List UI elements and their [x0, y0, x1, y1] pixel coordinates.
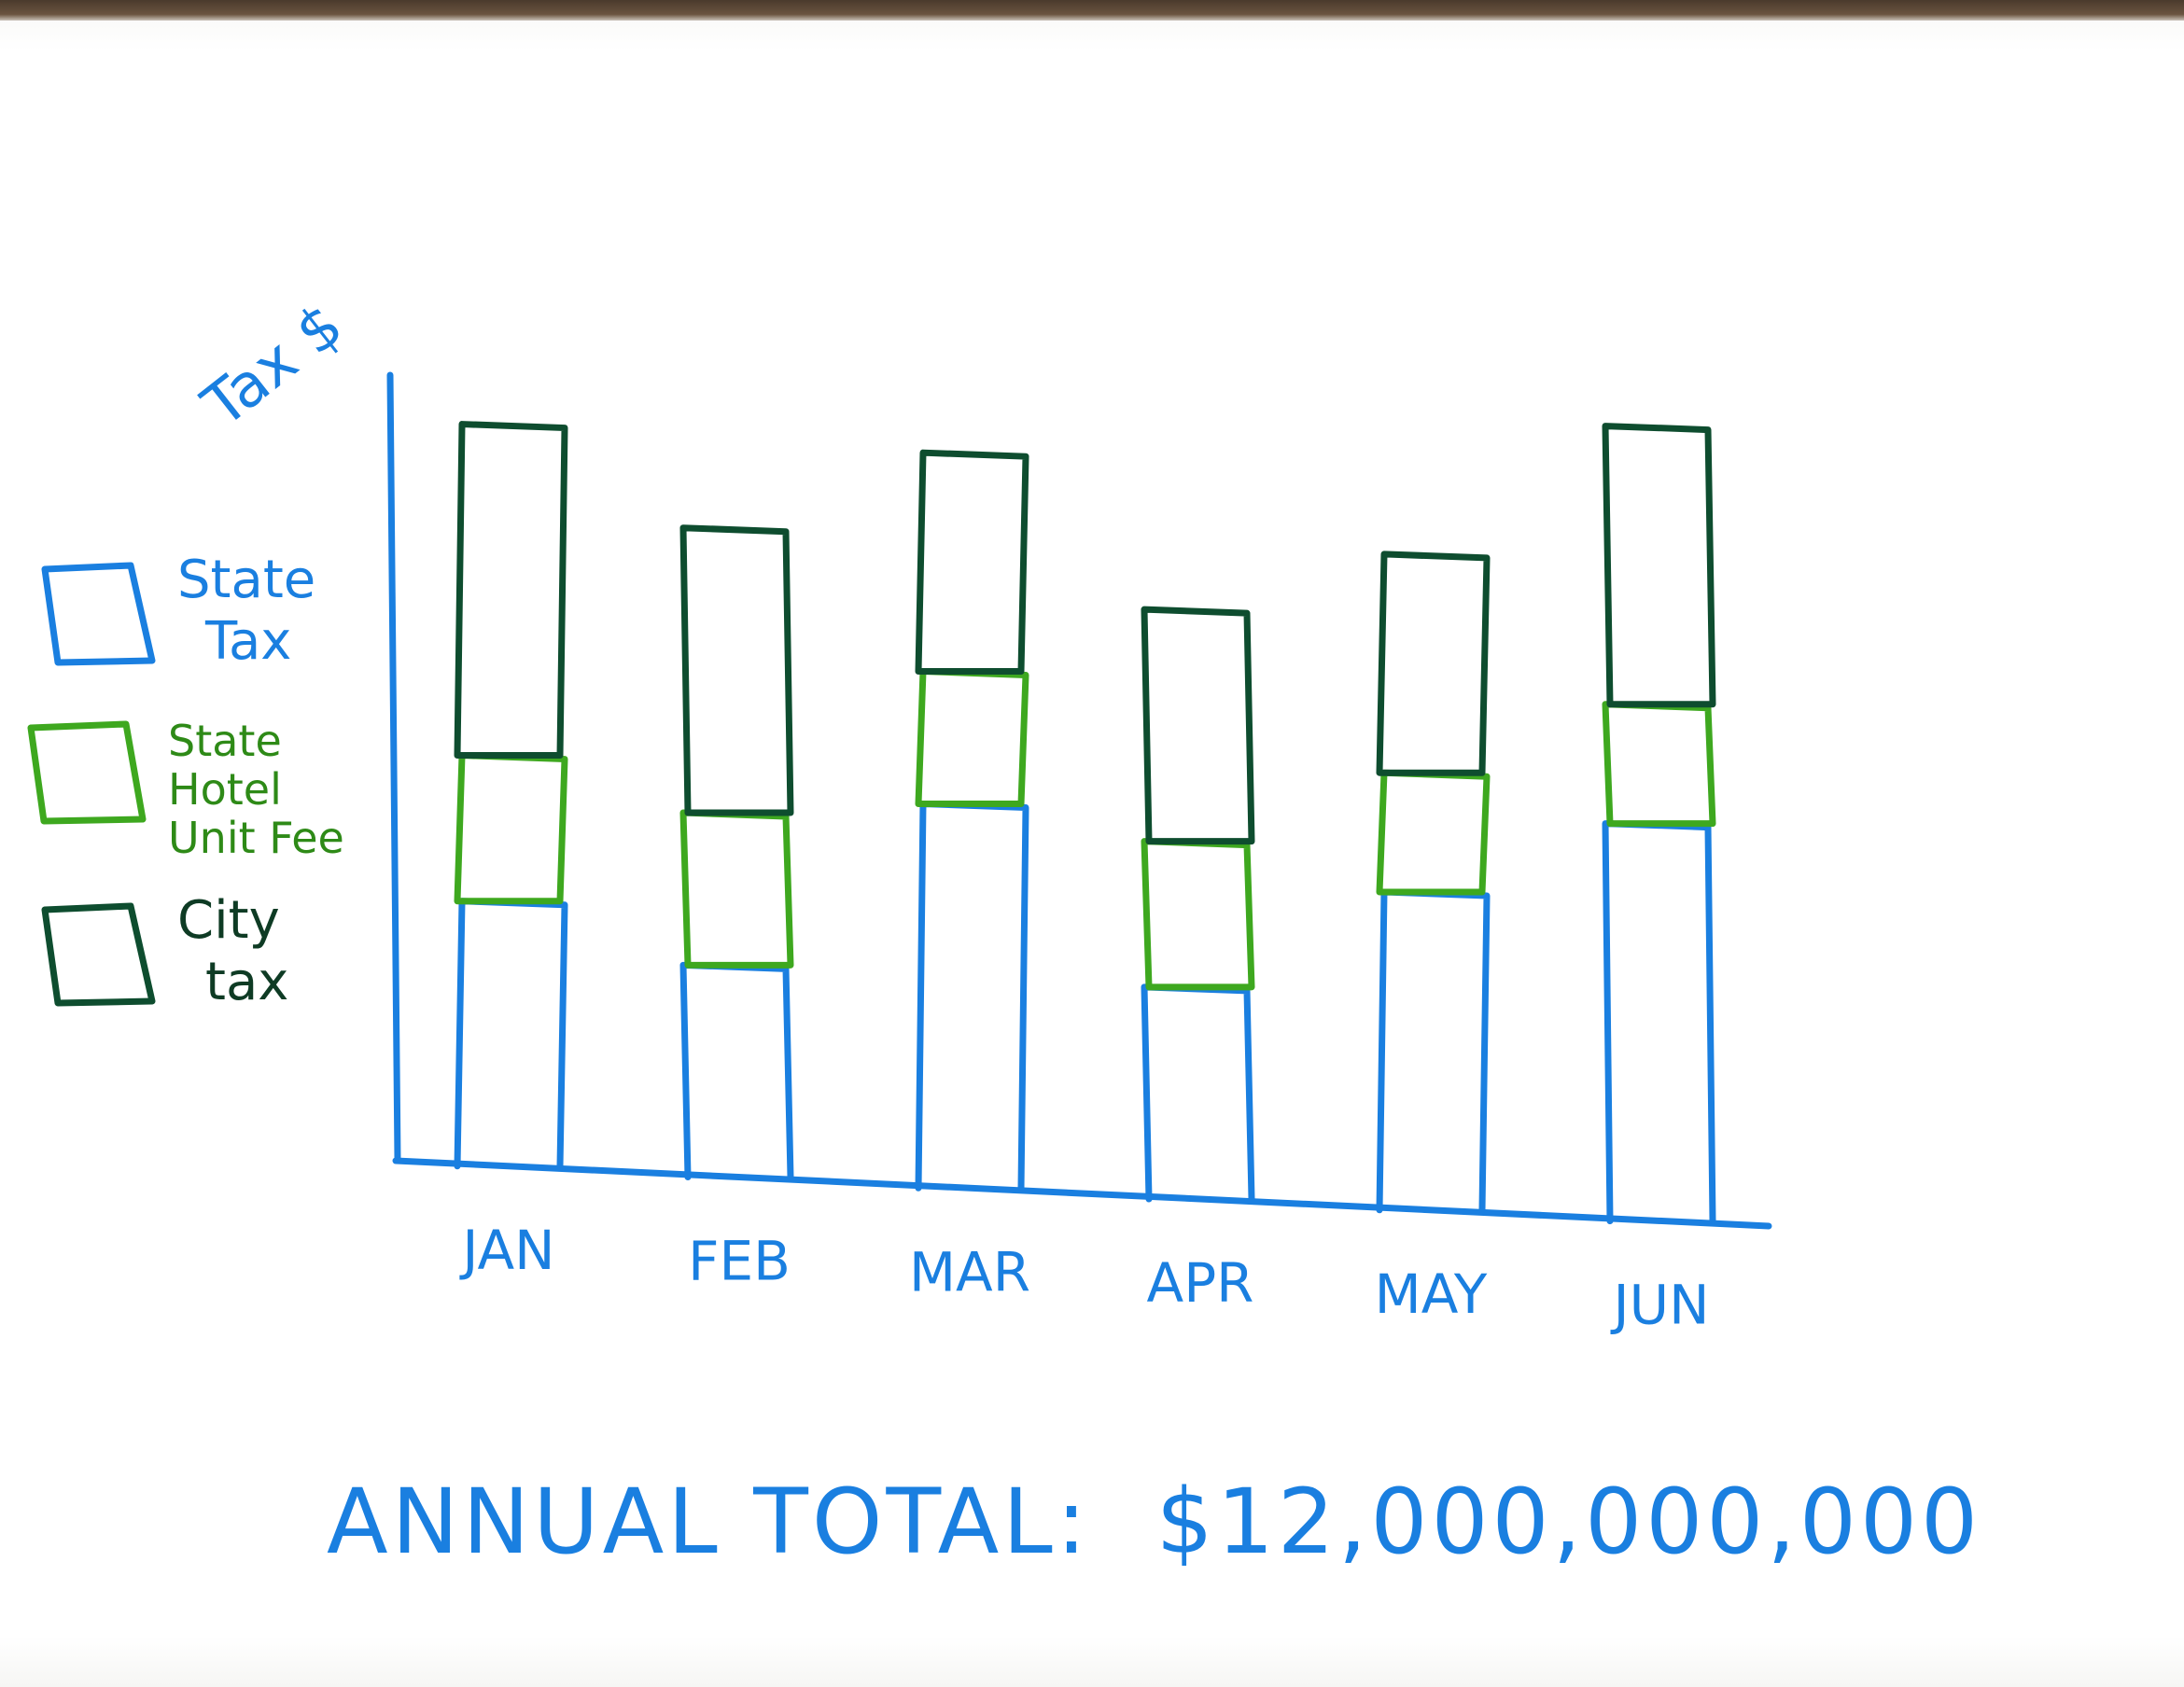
x-tick-label-jun: JUN — [1611, 1274, 1710, 1337]
bars-group — [454, 421, 1716, 1225]
bar-apr-city-tax — [1141, 606, 1255, 845]
bar-feb-city-tax — [679, 524, 794, 816]
annual-total: ANNUAL TOTAL: $12,000,000,000 — [327, 1470, 1978, 1574]
x-tick-labels: JAN FEB MAR APR MAY JUN — [459, 1219, 1709, 1337]
legend-label-state-tax: State Tax — [177, 550, 315, 672]
legend-swatch-city-tax — [41, 902, 156, 1007]
bar-mar-state-hotel-unit-fee — [915, 667, 1029, 807]
legend-swatch-state-hotel-unit-fee — [27, 720, 147, 825]
legend-swatch-state-tax — [41, 562, 156, 666]
legend-label-city-tax: City tax — [177, 890, 288, 1012]
legend-label-state-hotel-unit-fee: State Hotel Unit Fee — [168, 716, 344, 863]
bar-may-state-hotel-unit-fee — [1376, 769, 1491, 896]
bar-apr-state-tax — [1141, 983, 1255, 1203]
bar-jun-state-tax — [1602, 820, 1716, 1225]
bar-jan-state-tax — [454, 898, 568, 1170]
annual-total-value: $12,000,000,000 — [1155, 1470, 1982, 1574]
x-axis — [392, 1157, 1772, 1230]
bar-may-city-tax — [1376, 551, 1491, 776]
bar-jun-city-tax — [1602, 423, 1716, 708]
table-edge — [0, 0, 2184, 21]
annual-total-label: ANNUAL TOTAL: — [327, 1470, 1091, 1574]
bar-feb-state-tax — [679, 961, 794, 1181]
bar-may-state-tax — [1376, 888, 1491, 1214]
bar-jan-city-tax — [454, 421, 568, 760]
bar-mar-city-tax — [915, 449, 1029, 675]
y-axis-label: Tax $ — [190, 291, 357, 442]
x-tick-label-apr: APR — [1147, 1251, 1254, 1315]
bar-jan-state-hotel-unit-fee — [454, 752, 568, 905]
y-axis — [386, 371, 401, 1164]
bar-apr-state-hotel-unit-fee — [1141, 838, 1255, 991]
x-tick-label-feb: FEB — [688, 1230, 791, 1293]
legend: State Tax State Hotel Unit Fee City tax — [27, 550, 344, 1012]
bar-mar-state-tax — [915, 800, 1029, 1192]
chart-axes — [386, 371, 1772, 1230]
bar-jun-state-hotel-unit-fee — [1602, 701, 1716, 828]
x-tick-label-mar: MAR — [909, 1240, 1030, 1304]
bar-feb-state-hotel-unit-fee — [679, 809, 794, 969]
x-tick-label-jan: JAN — [459, 1219, 554, 1282]
x-tick-label-may: MAY — [1375, 1262, 1488, 1326]
